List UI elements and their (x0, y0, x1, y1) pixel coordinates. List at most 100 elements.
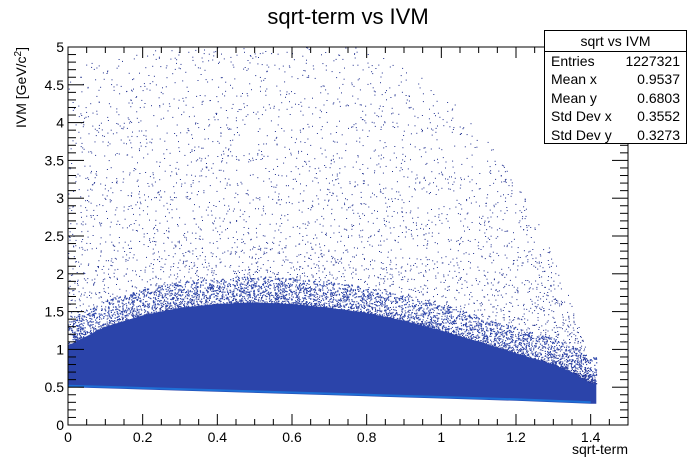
scatter-point (521, 339, 523, 341)
scatter-point (122, 181, 124, 183)
scatter-point (136, 180, 138, 182)
scatter-point (528, 291, 530, 292)
scatter-point (319, 117, 321, 119)
scatter-point (270, 120, 272, 122)
scatter-point (308, 75, 310, 77)
scatter-point (90, 314, 92, 316)
scatter-point (305, 243, 306, 245)
scatter-point (185, 264, 187, 266)
scatter-point (516, 289, 518, 291)
scatter-point (122, 304, 124, 306)
scatter-point (116, 181, 117, 183)
scatter-point (401, 316, 403, 318)
scatter-point (316, 237, 318, 239)
scatter-point (336, 153, 338, 155)
scatter-point (146, 233, 148, 234)
scatter-point (374, 125, 376, 127)
scatter-point (335, 179, 337, 180)
scatter-point (519, 349, 521, 350)
scatter-point (411, 171, 413, 173)
scatter-point (303, 70, 305, 71)
scatter-point (576, 338, 578, 340)
scatter-point (435, 277, 437, 279)
scatter-point (80, 323, 82, 325)
scatter-point (155, 224, 157, 226)
scatter-point (553, 360, 555, 362)
scatter-point (554, 288, 556, 290)
scatter-point (523, 308, 525, 310)
scatter-point (285, 245, 287, 247)
scatter-point (428, 118, 430, 120)
scatter-point (316, 296, 318, 298)
scatter-point (73, 332, 75, 334)
scatter-point (225, 81, 227, 83)
scatter-point (129, 139, 131, 141)
scatter-point (196, 267, 198, 268)
scatter-point (115, 209, 117, 211)
scatter-point (228, 300, 230, 302)
scatter-point (106, 73, 108, 74)
scatter-point (70, 343, 72, 345)
scatter-point (286, 175, 288, 177)
scatter-point (189, 152, 191, 153)
scatter-point (211, 214, 213, 216)
scatter-point (171, 50, 173, 52)
scatter-point (153, 228, 154, 230)
scatter-point (534, 305, 536, 307)
scatter-point (238, 256, 240, 258)
scatter-point (298, 296, 300, 298)
scatter-point (367, 54, 369, 55)
scatter-point (310, 209, 312, 211)
scatter-point (426, 320, 428, 322)
scatter-point (416, 312, 418, 314)
scatter-point (353, 225, 355, 226)
scatter-point (337, 241, 339, 243)
scatter-point (310, 242, 312, 244)
scatter-point (75, 239, 77, 241)
scatter-point (464, 280, 466, 282)
scatter-point (577, 373, 579, 375)
scatter-point (528, 328, 530, 330)
scatter-point (185, 196, 187, 198)
scatter-point (315, 292, 317, 294)
scatter-point (390, 294, 392, 296)
scatter-point (335, 58, 337, 60)
scatter-point (480, 249, 482, 250)
scatter-point (213, 116, 215, 118)
scatter-point (143, 291, 145, 293)
scatter-point (211, 301, 213, 303)
scatter-point (514, 327, 516, 329)
scatter-point (569, 342, 570, 344)
scatter-point (105, 260, 107, 262)
scatter-point (104, 284, 105, 286)
scatter-point (379, 295, 381, 297)
scatter-point (198, 238, 200, 240)
scatter-point (318, 260, 320, 262)
scatter-point (368, 130, 370, 132)
scatter-point (427, 127, 429, 129)
scatter-point (383, 218, 385, 220)
scatter-point (194, 218, 196, 220)
scatter-point (393, 309, 395, 311)
scatter-point (386, 291, 388, 293)
scatter-point (153, 259, 155, 261)
scatter-point (502, 336, 504, 338)
scatter-point (248, 161, 250, 163)
scatter-point (310, 207, 312, 209)
scatter-point (438, 313, 440, 315)
scatter-point (524, 210, 526, 211)
scatter-point (241, 183, 243, 185)
scatter-point (554, 357, 556, 359)
scatter-point (461, 329, 463, 331)
scatter-point (378, 116, 380, 118)
scatter-point (86, 242, 88, 244)
scatter-point (405, 270, 407, 272)
scatter-point (522, 262, 524, 264)
scatter-point (292, 188, 294, 190)
scatter-point (555, 298, 557, 300)
scatter-point (195, 123, 196, 125)
scatter-point (450, 248, 452, 250)
scatter-point (284, 261, 285, 263)
scatter-point (587, 375, 589, 377)
scatter-point (304, 261, 306, 262)
